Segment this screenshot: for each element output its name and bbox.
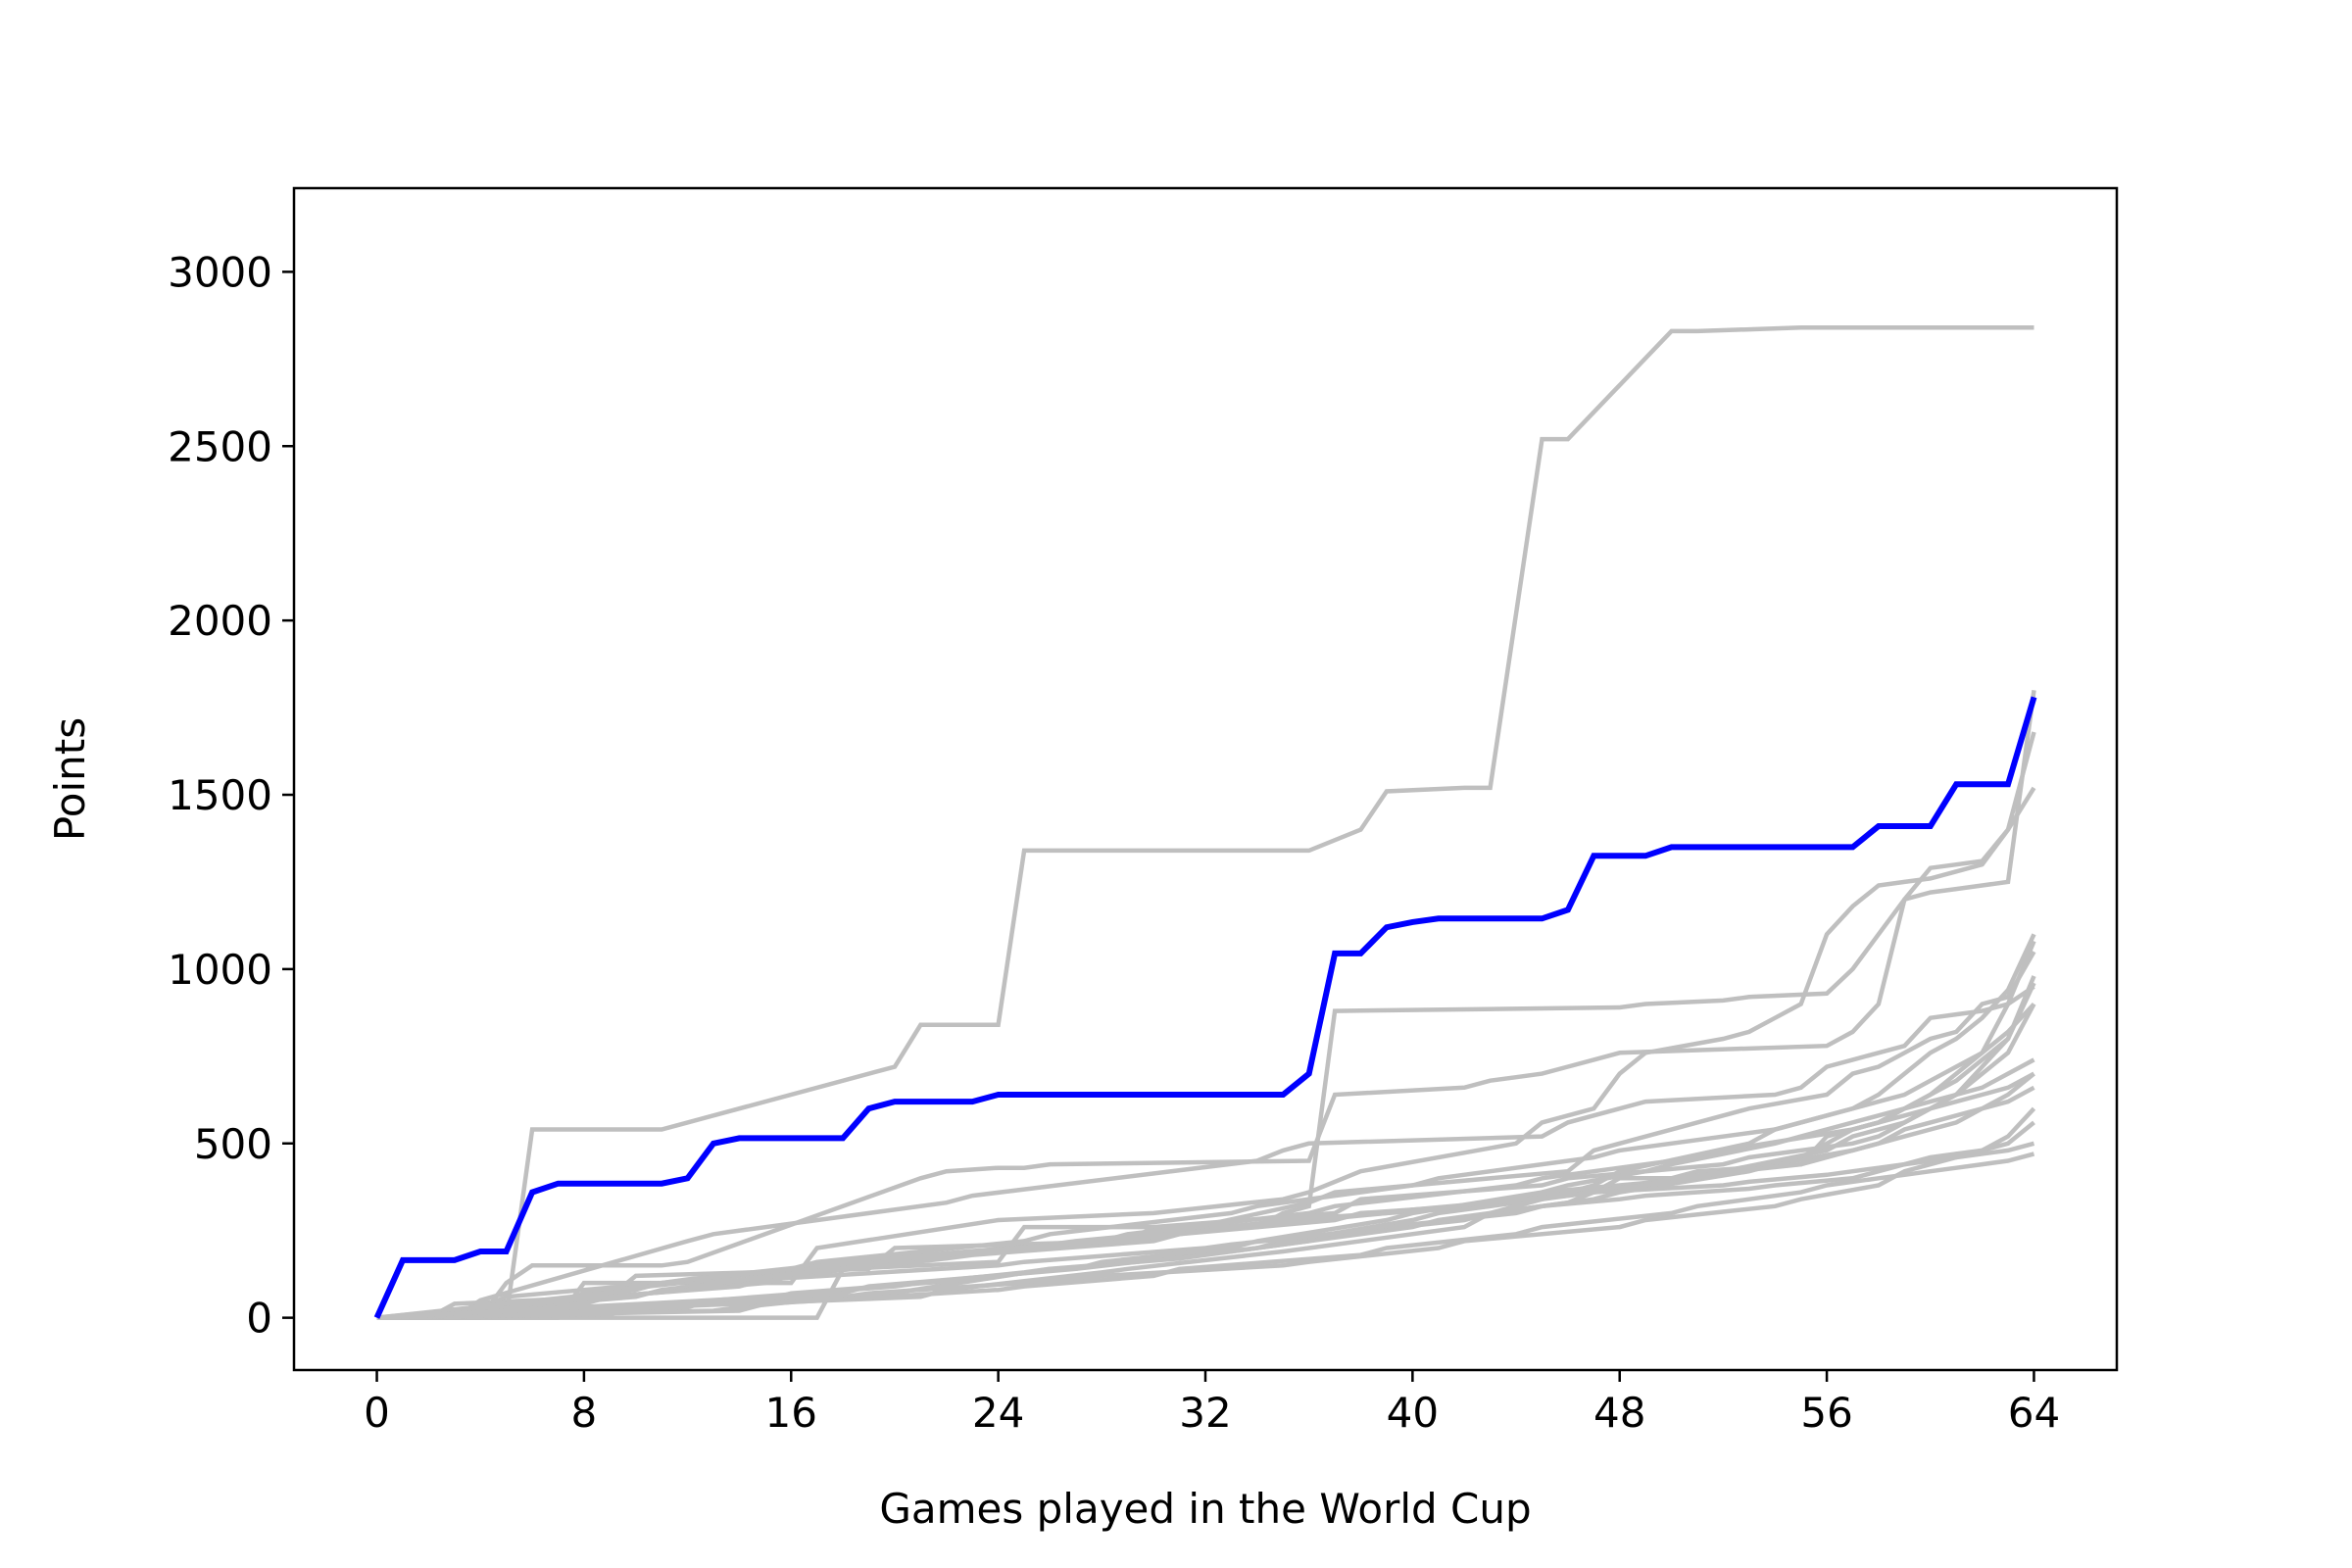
y-tick-label: 1500 (168, 771, 272, 819)
y-tick-label: 500 (194, 1120, 272, 1168)
x-tick-label: 8 (571, 1389, 598, 1437)
highlight-layer (373, 696, 2037, 1319)
x-tick-label: 48 (1593, 1389, 1645, 1437)
background-series-line-2 (376, 325, 2034, 1320)
y-tick-label: 0 (246, 1295, 272, 1343)
x-tick-label: 24 (972, 1389, 1024, 1437)
series-layer (376, 325, 2036, 1320)
y-tick-label: 3000 (168, 248, 272, 296)
x-tick-label: 16 (765, 1389, 817, 1437)
highlight-series-line (373, 696, 2037, 1319)
background-series-line-15 (376, 933, 2036, 1320)
background-series-line-6 (376, 984, 2035, 1320)
y-tick-label: 2000 (168, 597, 272, 645)
background-series-line-3 (376, 731, 2036, 1320)
x-axis: 0 8 16 24 32 40 48 56 64 (364, 1370, 2060, 1437)
y-tick-label: 2500 (168, 422, 272, 470)
background-series-line-1 (376, 786, 2036, 1320)
x-tick-label: 56 (1800, 1389, 1852, 1437)
y-axis-label: Points (46, 717, 94, 841)
x-tick-label: 32 (1179, 1389, 1231, 1437)
background-series-line-17 (376, 1002, 2036, 1320)
y-tick-label: 1000 (168, 946, 272, 994)
x-tick-label: 64 (2008, 1389, 2060, 1437)
background-series-line-20 (376, 982, 2036, 1320)
x-tick-label: 40 (1387, 1389, 1439, 1437)
background-series-line-19 (376, 1071, 2035, 1320)
y-axis: 0 500 1000 1500 2000 2500 3000 (168, 248, 294, 1343)
x-tick-label: 0 (364, 1389, 390, 1437)
x-axis-label: Games played in the World Cup (879, 1485, 1531, 1533)
background-series-line-18 (376, 1152, 2035, 1320)
